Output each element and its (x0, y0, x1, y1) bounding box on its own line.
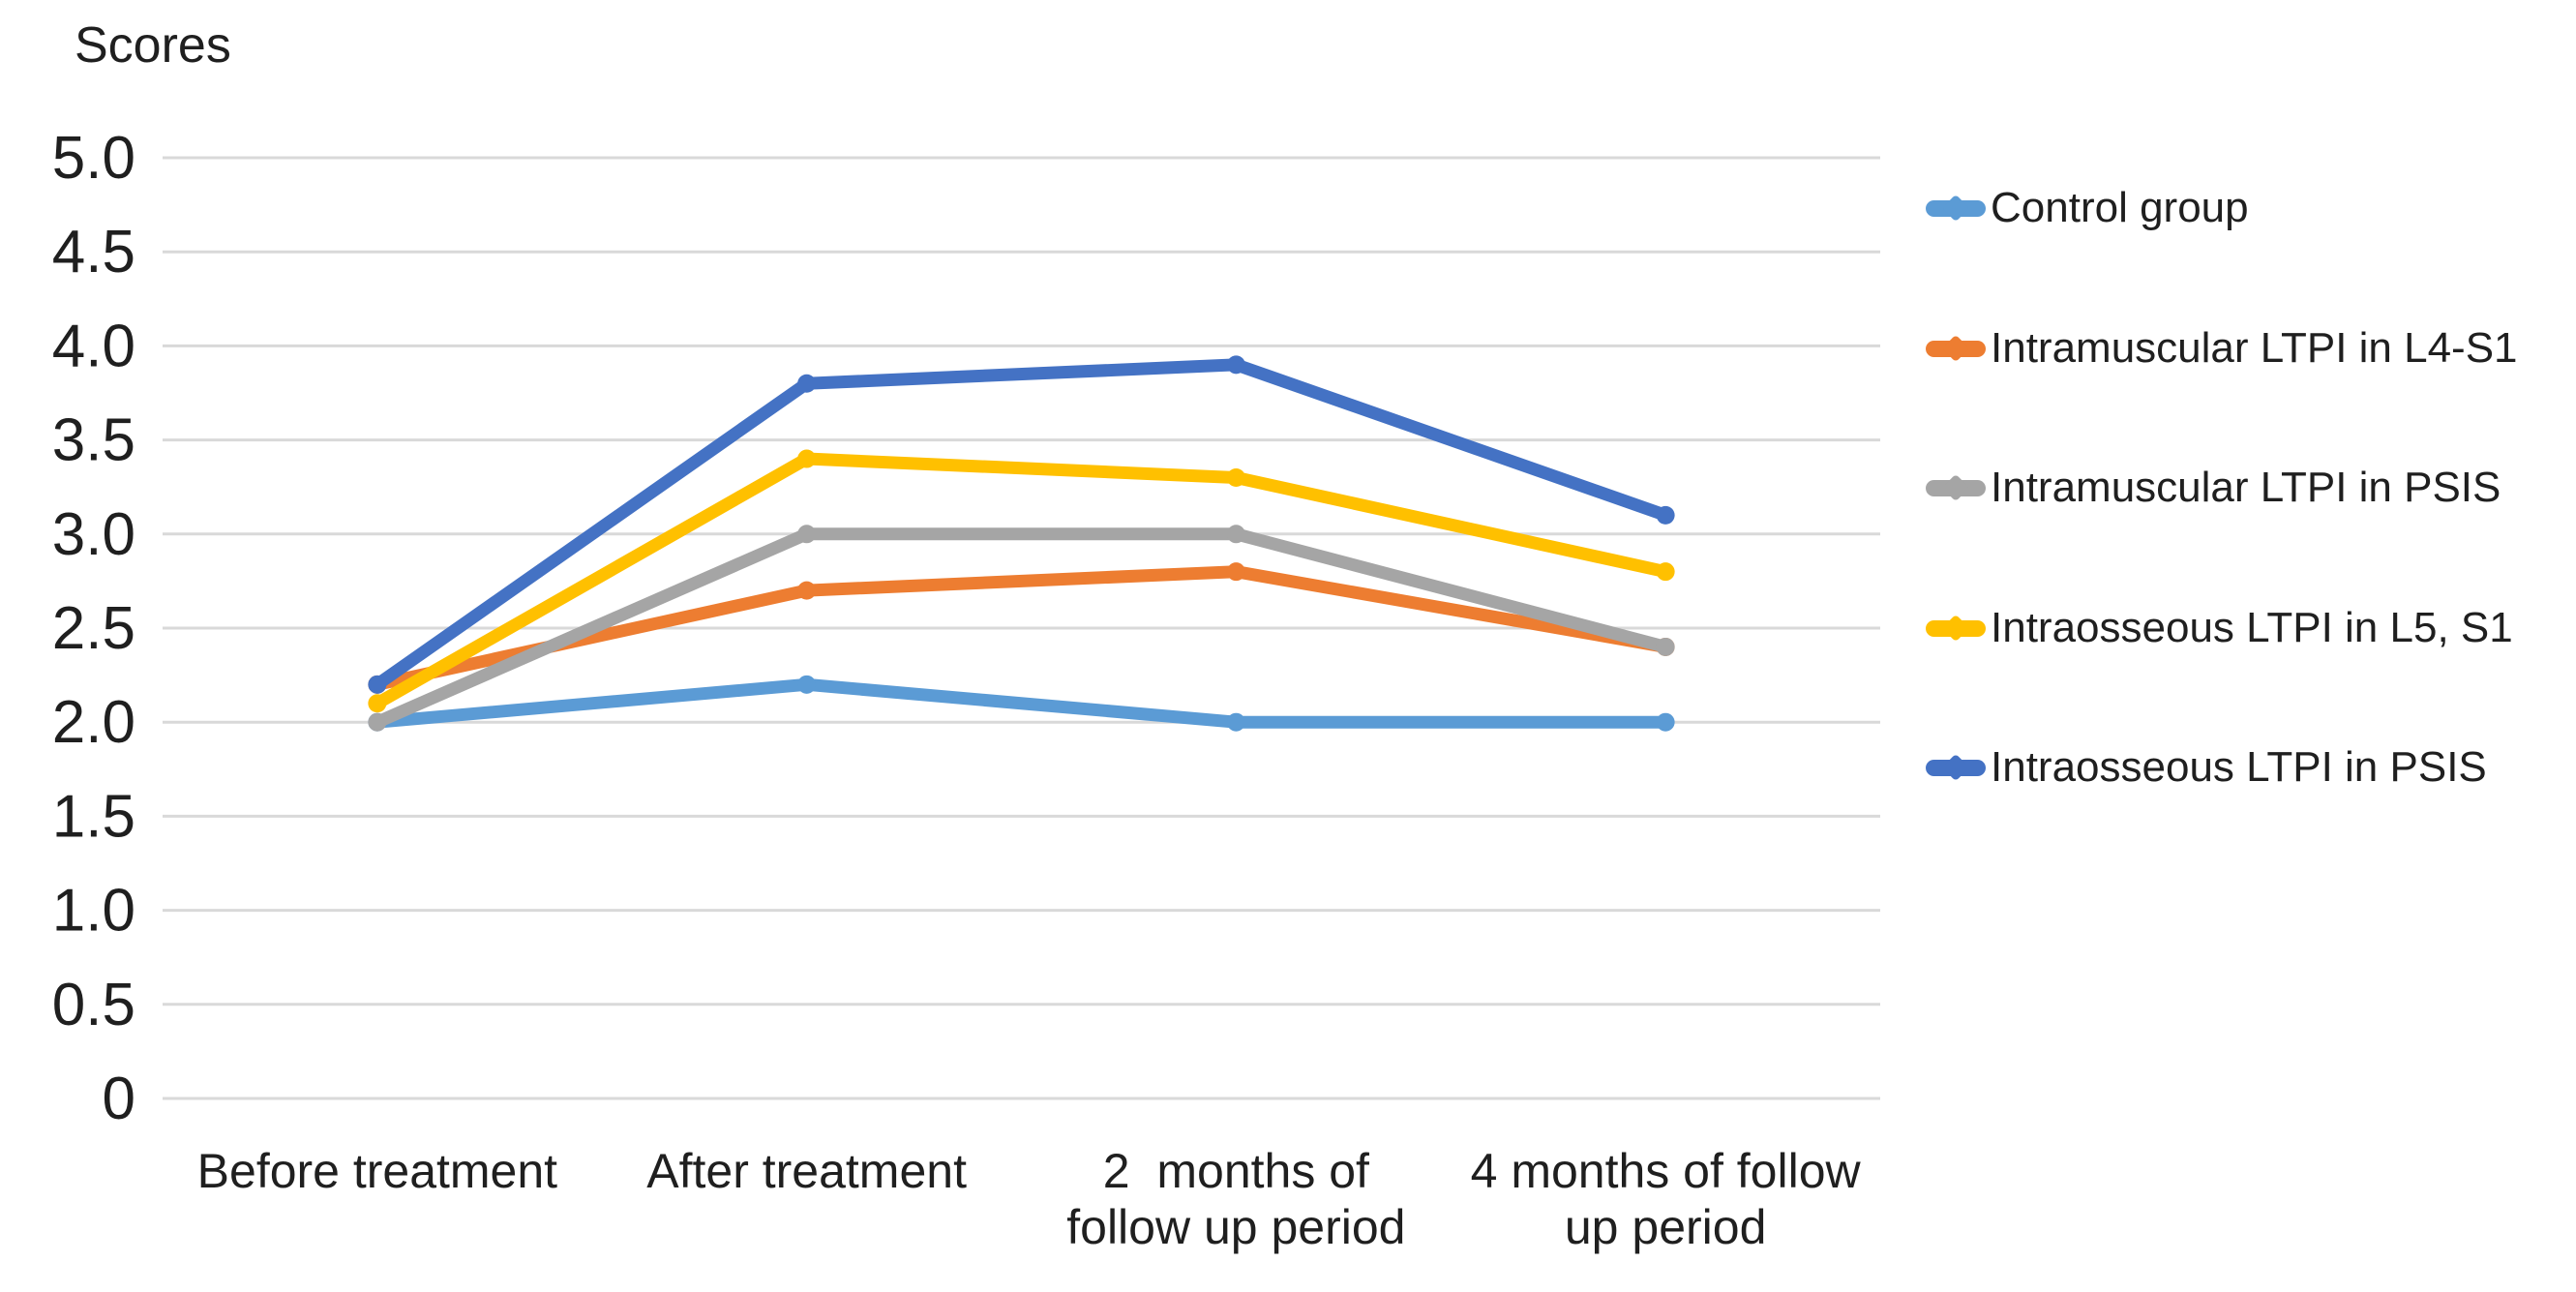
data-point-control-group (1656, 712, 1675, 732)
data-point-intramuscular-ltpi-in-psis (1656, 637, 1675, 656)
chart-title: Scores (75, 17, 231, 74)
y-tick-label: 4.0 (52, 313, 135, 379)
series-line-intramuscular-ltpi-in-l4-s1 (371, 565, 1672, 691)
x-tick-label: After treatment (646, 1144, 967, 1198)
x-tick-label: up period (1565, 1200, 1767, 1254)
data-point-intramuscular-ltpi-in-psis (1226, 525, 1245, 544)
legend-label: Intramuscular LTPI in PSIS (1991, 464, 2501, 511)
y-tick-label: 0 (103, 1066, 135, 1132)
y-tick-label: 4.5 (52, 219, 135, 285)
series-line-control-group (371, 677, 1672, 729)
legend-label: Control group (1991, 184, 2249, 231)
legend-item-control-group: Control group (1926, 181, 2249, 235)
y-tick-label: 2.5 (52, 595, 135, 662)
data-point-intraosseous-ltpi-in-psis (1226, 355, 1245, 375)
y-tick-label: 2.0 (52, 689, 135, 756)
x-axis-labels: Before treatment After treatment 2 months … (197, 1144, 1862, 1254)
series-line-intramuscular-ltpi-in-psis (371, 527, 1672, 729)
data-point-intramuscular-ltpi-in-l4-s1 (797, 581, 817, 600)
series-lines (368, 355, 1675, 732)
series-line-intraosseous-ltpi-in-l5-s1 (371, 452, 1672, 710)
y-tick-label: 1.0 (52, 878, 135, 945)
legend-marker-intraosseous-ltpi-in-l5-s1 (1926, 619, 1986, 637)
legend-label: Intraosseous LTPI in L5, S1 (1991, 604, 2513, 651)
legend-label: Intraosseous LTPI in PSIS (1991, 743, 2487, 791)
data-point-control-group (1226, 712, 1245, 732)
legend-item-intramuscular-ltpi-in-psis: Intramuscular LTPI in PSIS (1926, 461, 2501, 515)
data-point-intramuscular-ltpi-in-l4-s1 (1226, 562, 1245, 582)
legend-marker-intramuscular-ltpi-in-l4-s1 (1926, 340, 1986, 357)
y-tick-label: 1.5 (52, 783, 135, 850)
legend-marker-intraosseous-ltpi-in-psis (1926, 759, 1986, 776)
legend-marker-control-group (1926, 199, 1986, 217)
data-point-intraosseous-ltpi-in-psis (368, 675, 387, 694)
legend-marker-intramuscular-ltpi-in-psis (1926, 479, 1986, 496)
chart-legend: Control group Intramuscular LTPI in L4-S1… (1926, 0, 2574, 1292)
x-tick-label: follow up period (1066, 1200, 1405, 1254)
data-point-intraosseous-ltpi-in-l5-s1 (1226, 467, 1245, 487)
data-point-control-group (797, 675, 817, 694)
y-tick-label: 3.0 (52, 501, 135, 568)
y-axis-labels: 5.0 4.5 4.0 3.5 3.0 2.5 2.0 1.5 1.0 0.5 0 (52, 125, 135, 1132)
data-point-intraosseous-ltpi-in-psis (1656, 505, 1675, 525)
data-point-intraosseous-ltpi-in-l5-s1 (368, 694, 387, 713)
legend-label: Intramuscular LTPI in L4-S1 (1991, 324, 2518, 372)
data-point-intramuscular-ltpi-in-psis (797, 525, 817, 544)
data-point-intraosseous-ltpi-in-l5-s1 (1656, 562, 1675, 582)
gridlines (163, 156, 1880, 1100)
y-tick-label: 0.5 (52, 972, 135, 1038)
series-line-intraosseous-ltpi-in-psis (371, 358, 1672, 691)
legend-item-intraosseous-ltpi-in-psis: Intraosseous LTPI in PSIS (1926, 740, 2487, 795)
data-point-intraosseous-ltpi-in-l5-s1 (797, 449, 817, 468)
y-tick-label: 5.0 (52, 125, 135, 192)
x-tick-label: Before treatment (197, 1144, 558, 1198)
legend-item-intramuscular-ltpi-in-l4-s1: Intramuscular LTPI in L4-S1 (1926, 321, 2518, 376)
x-tick-label: 4 months of follow (1471, 1144, 1862, 1198)
y-tick-label: 3.5 (52, 407, 135, 474)
data-point-intraosseous-ltpi-in-psis (797, 374, 817, 393)
data-point-intramuscular-ltpi-in-psis (368, 712, 387, 732)
x-tick-label: 2 months of (1103, 1144, 1369, 1198)
legend-item-intraosseous-ltpi-in-l5-s1: Intraosseous LTPI in L5, S1 (1926, 601, 2513, 655)
